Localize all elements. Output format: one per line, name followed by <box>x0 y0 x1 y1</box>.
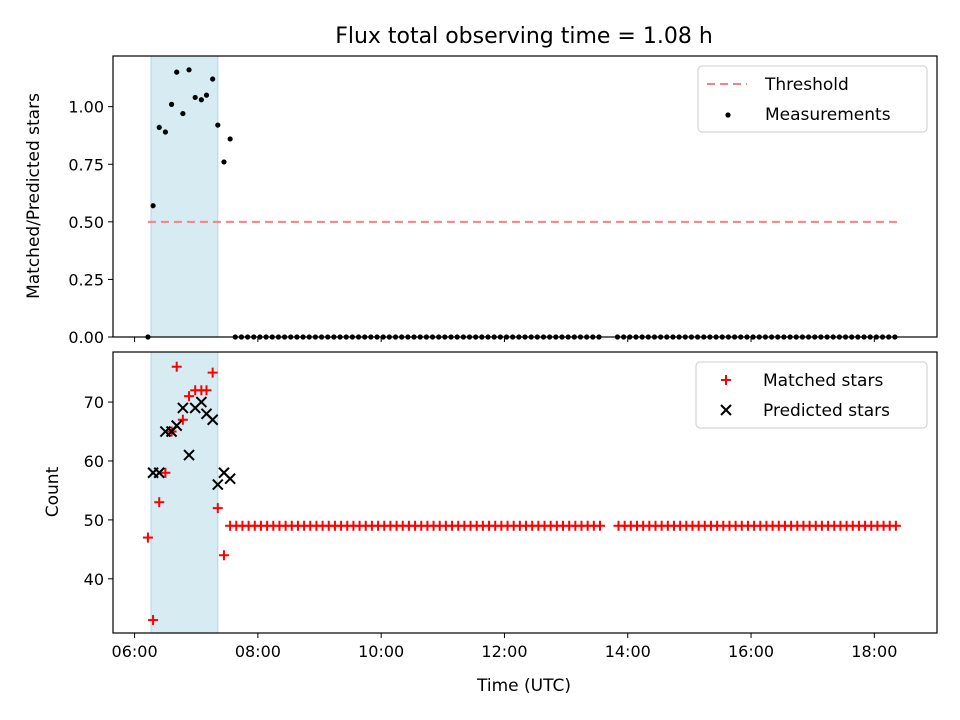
measurement-point <box>150 203 156 209</box>
x-marker-b <box>206 414 219 426</box>
measurement-point <box>186 67 192 73</box>
matched-star-point <box>201 385 212 396</box>
measurement-point <box>168 101 175 107</box>
bottom-panel <box>142 351 901 634</box>
x-marker-b <box>170 419 183 432</box>
x-marker-b <box>720 404 732 416</box>
x-axis-label: Time (UTC) <box>476 676 571 696</box>
predicted-star-point <box>177 402 189 414</box>
bottom-y-tick-label: 50 <box>84 511 104 530</box>
top-y-tick-label: 0.25 <box>68 270 104 289</box>
top-panel-y-axis-label: Matched/Predicted stars <box>24 93 44 299</box>
measurement-point <box>227 136 233 142</box>
matched-star-point <box>160 467 171 478</box>
bottom-legend <box>695 361 928 429</box>
legend-measurements-label: Measurements <box>765 105 891 125</box>
predicted-star-point <box>195 396 208 408</box>
x-marker-b <box>200 408 213 420</box>
measurement-point <box>180 110 186 117</box>
predicted-star-point <box>224 472 236 485</box>
measurement-point <box>192 94 198 101</box>
top-y-tick-label: 0.75 <box>68 155 104 174</box>
measurement-point <box>210 76 216 82</box>
top-panel <box>145 55 901 340</box>
matched-star-point <box>890 520 901 531</box>
predicted-star-point <box>183 449 195 461</box>
x-marker-b <box>177 402 189 414</box>
x-tick-label-18:00: 18:00 <box>851 642 897 661</box>
measurement-point <box>221 159 227 165</box>
matched-star-point <box>177 414 188 425</box>
x-tick-label-14:00: 14:00 <box>605 642 651 661</box>
matched-star-point <box>595 520 606 531</box>
legend-threshold-label: Threshold <box>764 75 849 95</box>
bottom-y-tick-label: 40 <box>84 570 104 589</box>
top-y-tick-label: 0.50 <box>68 213 104 232</box>
matched-star-point <box>171 361 182 372</box>
legend-measurements-swatch <box>725 112 731 118</box>
x-tick-label-08:00: 08:00 <box>235 642 281 661</box>
matched-star-point <box>218 550 229 561</box>
x-marker-b <box>153 467 165 479</box>
measurement-point <box>215 122 221 128</box>
chart-title: Flux total observing time = 1.08 h <box>335 24 713 49</box>
x-tick-label-16:00: 16:00 <box>728 642 774 661</box>
legend-matched-label: Matched stars <box>763 371 883 391</box>
predicted-star-point <box>153 467 165 479</box>
x-marker-b <box>224 472 236 485</box>
matched-star-point <box>148 615 159 626</box>
bottom-y-tick-label: 60 <box>84 452 104 471</box>
legend-matched-swatch <box>721 375 731 385</box>
observing-window-shade <box>150 55 219 338</box>
top-legend <box>697 65 928 133</box>
measurement-point <box>198 97 204 103</box>
top-y-tick-label: 0.00 <box>68 328 104 347</box>
x-marker-b <box>183 449 195 461</box>
legend-predicted-swatch <box>720 404 732 416</box>
predicted-star-point <box>170 419 183 432</box>
x-marker-b <box>212 478 224 491</box>
top-y-tick-label: 1.00 <box>68 98 104 117</box>
matched-star-point <box>207 367 218 378</box>
legend-predicted-label: Predicted stars <box>763 401 890 421</box>
measurement-point <box>156 124 162 131</box>
bottom-panel-y-axis-label: Count <box>43 466 63 517</box>
measurement-point <box>162 129 168 135</box>
bottom-panel-frame <box>112 351 938 634</box>
matched-star-point <box>212 503 223 514</box>
observing-window-shade <box>150 351 219 634</box>
bottom-y-tick-label: 70 <box>84 393 104 412</box>
matched-star-point <box>154 497 165 508</box>
measurement-point <box>174 69 180 75</box>
x-marker-b <box>218 467 230 479</box>
matched-star-point <box>184 391 195 402</box>
x-tick-label-06:00: 06:00 <box>112 642 158 661</box>
x-marker-b <box>195 396 208 408</box>
x-tick-label-10:00: 10:00 <box>358 642 404 661</box>
measurement-point <box>203 92 210 98</box>
x-tick-label-12:00: 12:00 <box>481 642 527 661</box>
predicted-star-point <box>212 478 224 491</box>
matched-star-point <box>142 532 153 543</box>
top-panel-frame <box>112 55 938 338</box>
predicted-star-point <box>206 414 219 426</box>
